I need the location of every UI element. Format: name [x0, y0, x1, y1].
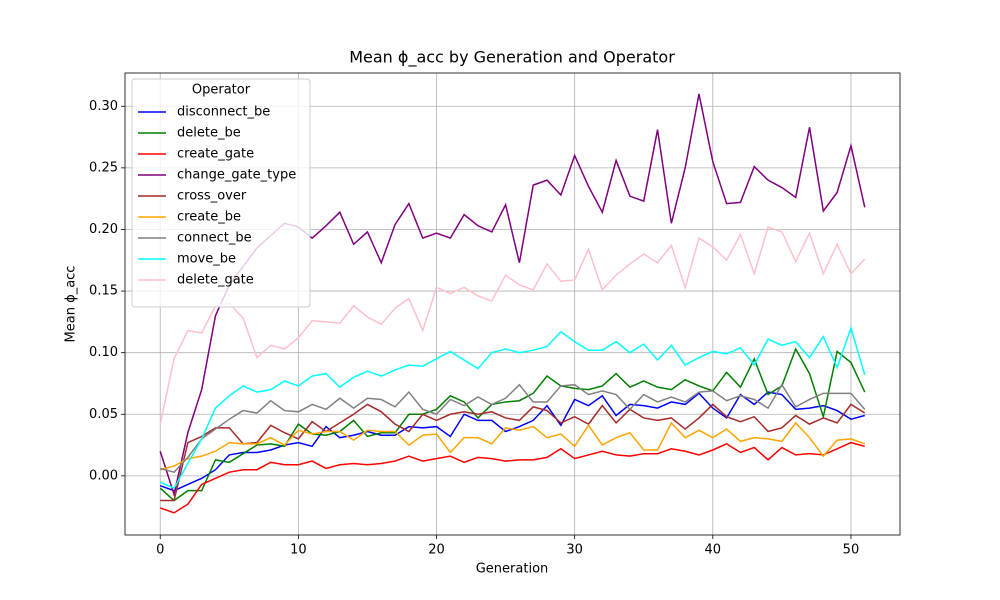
- series-line: [160, 421, 866, 471]
- series-line: [160, 383, 866, 474]
- legend-label: cross_over: [177, 189, 247, 204]
- y-axis-label: Mean ϕ_acc: [64, 266, 79, 343]
- axes-frame: [124, 72, 901, 536]
- legend-title: Operator: [192, 83, 251, 98]
- x-tick-label: 0: [156, 543, 164, 558]
- x-tick-label: 30: [566, 543, 583, 558]
- x-tick-label: 40: [705, 543, 722, 558]
- y-tick-label: 0.30: [89, 99, 118, 114]
- series-line: [159, 441, 865, 514]
- legend-label: delete_gate: [177, 273, 254, 288]
- x-axis-label: Generation: [476, 562, 549, 577]
- legend-label: connect_be: [177, 231, 252, 246]
- y-tick-label: 0.10: [89, 345, 118, 360]
- x-tick-label: 10: [290, 543, 307, 558]
- y-tick-label: 0.05: [89, 407, 118, 422]
- legend-label: change_gate_type: [177, 168, 296, 183]
- chart-title: Mean ϕ_acc by Generation and Operator: [349, 48, 675, 68]
- series-line: [159, 347, 866, 502]
- series-line: [160, 403, 866, 502]
- legend-label: delete_be: [177, 126, 241, 141]
- legend-label: create_be: [177, 210, 241, 225]
- legend-box: [131, 78, 311, 308]
- y-tick-label: 0.15: [89, 284, 118, 299]
- y-tick-label: 0.00: [89, 468, 118, 483]
- legend-label: create_gate: [177, 147, 254, 162]
- series-line: [159, 325, 866, 490]
- x-tick-label: 20: [428, 543, 445, 558]
- y-tick-label: 0.25: [89, 160, 118, 175]
- series-line: [159, 226, 866, 425]
- legend-label: move_be: [177, 252, 236, 267]
- legend-label: disconnect_be: [177, 105, 270, 120]
- x-tick-label: 50: [843, 543, 860, 558]
- y-tick-label: 0.20: [89, 222, 118, 237]
